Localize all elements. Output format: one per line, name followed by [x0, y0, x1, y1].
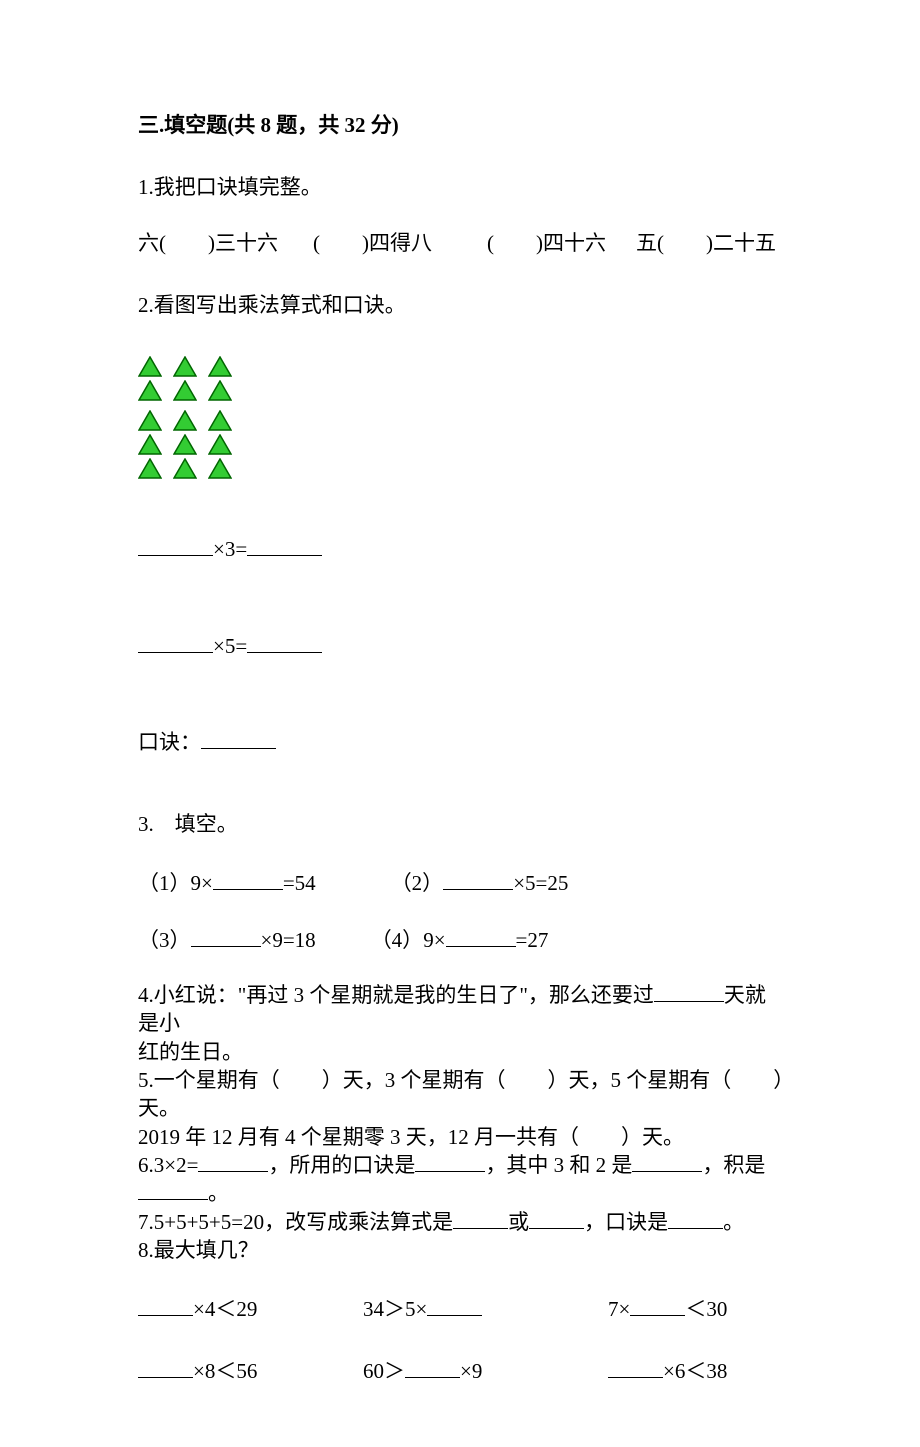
q8-item-0: ×4＜29 — [138, 1294, 363, 1326]
q8-item-2: 7×＜30 — [608, 1294, 727, 1326]
triangle-row — [138, 356, 785, 377]
q3-prompt: 3. 填空。 — [138, 809, 785, 841]
triangle-icon — [208, 458, 232, 479]
q8-prompt: 8.最大填几？ — [138, 1236, 785, 1264]
triangle-icon — [173, 380, 197, 401]
triangle-icon — [138, 434, 162, 455]
q8-row2: ×8＜56 60＞×9 ×6＜38 — [138, 1356, 785, 1388]
q7: 7.5+5+5+5=20，改写成乘法算式是或，口诀是。 — [138, 1208, 785, 1236]
q2-eq1: ×3= — [138, 534, 785, 566]
q5-line2: 2019 年 12 月有 4 个星期零 3 天，12 月一共有（ ）天。 — [138, 1123, 785, 1151]
q3-item-2: （3）×9=18 — [138, 925, 316, 957]
q1-item-3: 五( )二十五 — [636, 228, 776, 260]
q2-koujue: 口诀： — [138, 727, 785, 759]
triangle-icon — [173, 356, 197, 377]
q4: 4.小红说："再过 3 个星期就是我的生日了"，那么还要过天就是小 红的生日。 — [138, 981, 785, 1066]
triangle-icon — [173, 410, 197, 431]
q2-eq2: ×5= — [138, 631, 785, 663]
triangle-icon — [138, 410, 162, 431]
triangle-icon — [208, 380, 232, 401]
q2-koujue-label: 口诀： — [138, 730, 201, 754]
triangle-icon — [173, 434, 197, 455]
q2-eq1-label: ×3= — [213, 537, 247, 561]
q1-item-2: ( )四十六 — [487, 228, 606, 260]
triangle-icon — [173, 458, 197, 479]
triangle-icon — [208, 356, 232, 377]
q2-prompt: 2.看图写出乘法算式和口诀。 — [138, 290, 785, 322]
triangle-icon — [208, 434, 232, 455]
q3-row2: （3）×9=18 （4）9×=27 — [138, 925, 785, 957]
q1-item-0: 六( )三十六 — [138, 228, 278, 260]
triangle-icon — [138, 380, 162, 401]
triangle-icon — [138, 458, 162, 479]
q8-item-4: 60＞×9 — [363, 1356, 608, 1388]
q1-items: 六( )三十六 ( )四得八 ( )四十六 五( )二十五 — [138, 228, 785, 260]
q8-item-5: ×6＜38 — [608, 1356, 727, 1388]
q6: 6.3×2=，所用的口诀是，其中 3 和 2 是，积是 。 — [138, 1151, 785, 1208]
q8-item-3: ×8＜56 — [138, 1356, 363, 1388]
triangle-row — [138, 458, 785, 479]
triangle-icon — [208, 410, 232, 431]
q8-row1: ×4＜29 34＞5× 7×＜30 — [138, 1294, 785, 1326]
triangle-row — [138, 380, 785, 401]
q3-item-3: （4）9×=27 — [371, 925, 549, 957]
triangle-row — [138, 410, 785, 431]
section-title: 三.填空题(共 8 题，共 32 分) — [138, 110, 785, 142]
q8-item-1: 34＞5× — [363, 1294, 608, 1326]
triangle-icon — [138, 356, 162, 377]
q3-item-1: （2）×5=25 — [391, 868, 569, 900]
q1-item-1: ( )四得八 — [313, 228, 432, 260]
q1-prompt: 1.我把口诀填完整。 — [138, 172, 785, 204]
q5-line1: 5.一个星期有（ ）天，3 个星期有（ ）天，5 个星期有（ ）天。 — [138, 1066, 785, 1123]
triangle-grid — [138, 356, 785, 479]
q2-eq2-label: ×5= — [213, 634, 247, 658]
q3-item-0: （1）9×=54 — [138, 868, 316, 900]
q3-row1: （1）9×=54 （2）×5=25 — [138, 868, 785, 900]
triangle-row — [138, 434, 785, 455]
